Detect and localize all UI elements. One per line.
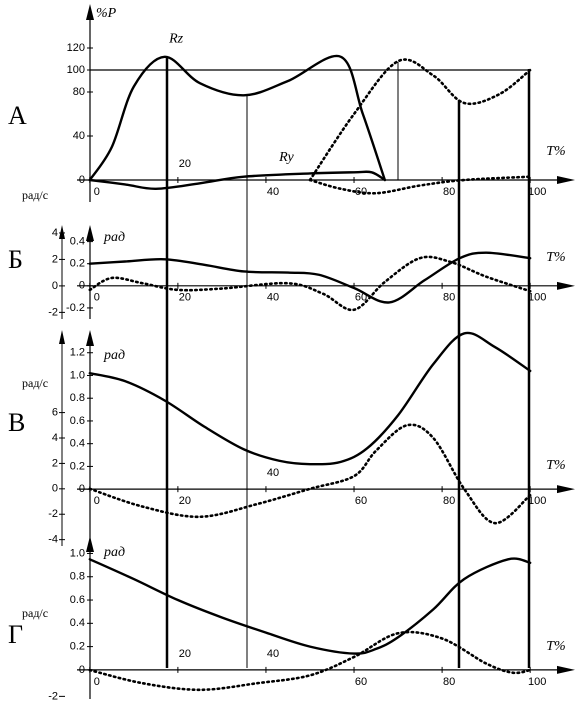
annotation: Ry — [278, 150, 294, 165]
y2-tick-label: 0 — [52, 483, 58, 495]
x-arrow — [557, 485, 575, 494]
solid-curve — [88, 54, 387, 182]
y-axis-label: рад — [103, 348, 125, 363]
y2-tick-label: -2 — [48, 306, 58, 318]
y-tick-label: 80 — [73, 86, 85, 98]
y-tick-label: 0.2 — [70, 641, 85, 653]
y-tick-label: 40 — [73, 130, 85, 142]
y-tick-label: -0.2 — [66, 302, 85, 314]
x-arrow — [557, 176, 575, 184]
y-tick-label: 0.2 — [70, 460, 85, 472]
y2-tick-label: 4 — [52, 227, 58, 239]
x-tick-label: 0 — [94, 292, 100, 304]
panel-letter: В — [8, 408, 25, 437]
y-tick-label: 0.8 — [70, 571, 85, 583]
x-tick-label: 20 — [179, 158, 191, 170]
x-axis-label: T% — [546, 144, 565, 159]
x-tick-label: 60 — [355, 676, 367, 688]
y-tick-label: 0 — [79, 280, 85, 292]
y-tick-label: 0.4 — [70, 438, 85, 450]
y2-tick-label: 0 — [52, 280, 58, 292]
x-tick-label: 100 — [528, 186, 546, 198]
x-tick-label: 100 — [528, 676, 546, 688]
y-tick-label: 0.6 — [70, 594, 85, 606]
y-tick-label: 0.4 — [70, 235, 85, 247]
y-tick-label: 0.6 — [70, 415, 85, 427]
y2-arrow — [59, 330, 65, 344]
x-tick-label: 20 — [179, 292, 191, 304]
y2-tick-label: 2 — [52, 253, 58, 265]
y2-axis-label: рад/с — [22, 188, 48, 202]
solid-curve — [88, 170, 387, 191]
dotted-curve — [88, 630, 532, 692]
y2-axis-label: рад/с — [22, 606, 48, 620]
y2-tick-label: 6 — [52, 406, 58, 418]
x-arrow — [557, 281, 575, 290]
y-axis-label: рад — [103, 230, 125, 245]
solid-curve — [88, 331, 532, 466]
x-tick-label: 0 — [94, 676, 100, 688]
y2-tick-label: 4 — [52, 432, 58, 444]
x-tick-label: 40 — [267, 292, 279, 304]
x-axis-label: T% — [546, 639, 565, 654]
panel-letter: Б — [8, 245, 23, 274]
x-tick-label: 80 — [443, 676, 455, 688]
x-tick-label: 100 — [528, 292, 546, 304]
solid-curve — [88, 251, 532, 304]
x-axis-label: T% — [546, 458, 565, 473]
panel-letter: Г — [8, 620, 23, 649]
x-arrow — [557, 665, 575, 674]
y-axis-label: %P — [96, 6, 117, 21]
x-tick-label: 80 — [443, 292, 455, 304]
y2-tick-label: 2 — [52, 457, 58, 469]
annotation: Rz — [168, 31, 184, 46]
x-tick-label: 20 — [179, 648, 191, 660]
x-tick-label: 40 — [267, 467, 279, 479]
dotted-curve — [308, 58, 532, 182]
y-axis-label: рад — [103, 545, 125, 560]
y-tick-label: 0 — [79, 174, 85, 186]
x-tick-label: 0 — [94, 186, 100, 198]
x-axis-label: T% — [546, 250, 565, 265]
y2-tick-label: -2 — [48, 508, 58, 520]
y-arrow — [86, 4, 94, 20]
y-tick-label: 1.2 — [70, 347, 85, 359]
panel-letter: А — [8, 101, 27, 130]
y-tick-label: 0.4 — [70, 617, 85, 629]
dotted-curve — [88, 423, 532, 525]
y-tick-label: 0 — [79, 664, 85, 676]
y2-tick-label: -4 — [48, 534, 58, 546]
x-tick-label: 20 — [179, 495, 191, 507]
y-arrow — [86, 536, 94, 552]
x-tick-label: 0 — [94, 495, 100, 507]
y-tick-label: 1.0 — [70, 547, 85, 559]
dotted-curve — [308, 175, 532, 195]
y-tick-label: 1.0 — [70, 369, 85, 381]
y-arrow — [86, 225, 94, 241]
x-tick-label: 60 — [355, 495, 367, 507]
y-tick-label: 100 — [67, 64, 85, 76]
y-tick-label: 120 — [67, 42, 85, 54]
y-tick-label: 0.2 — [70, 258, 85, 270]
y-tick-label: 0 — [79, 483, 85, 495]
x-tick-label: 60 — [355, 292, 367, 304]
y-tick-label: 0.8 — [70, 392, 85, 404]
dotted-curve — [88, 255, 532, 312]
phase-lines — [165, 58, 531, 668]
y2-tick-label: -2 — [48, 690, 58, 701]
y2-axis-label: рад/с — [22, 376, 48, 390]
y2-arrow — [59, 225, 65, 239]
x-tick-label: 80 — [443, 186, 455, 198]
x-tick-label: 40 — [267, 648, 279, 660]
y-arrow — [86, 330, 94, 346]
x-tick-label: 100 — [528, 495, 546, 507]
x-tick-label: 40 — [267, 186, 279, 198]
x-tick-label: 80 — [443, 495, 455, 507]
solid-curve — [88, 557, 532, 655]
